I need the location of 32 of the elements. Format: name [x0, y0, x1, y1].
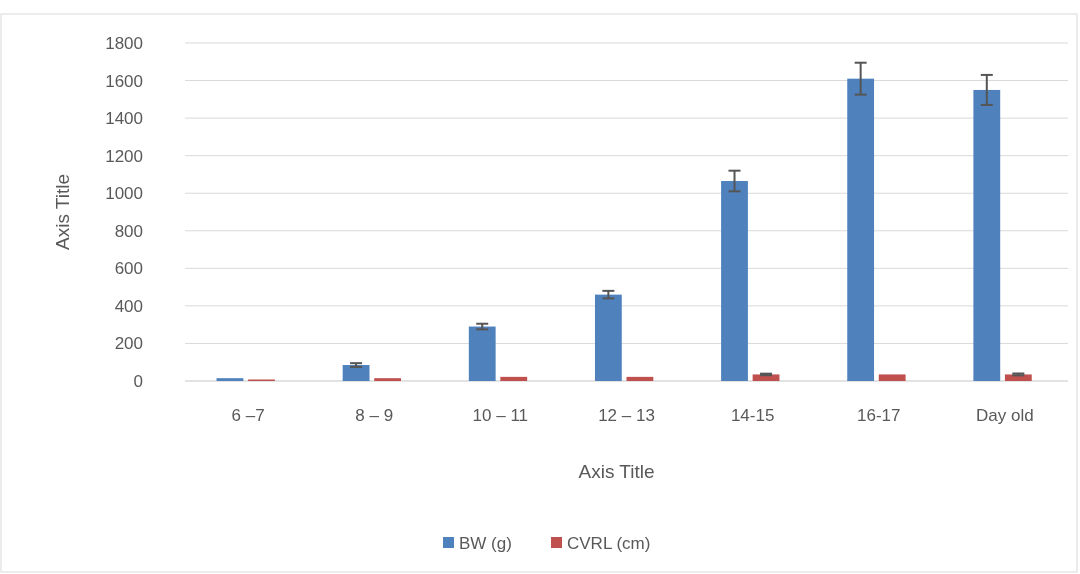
y-axis-title: Axis Title	[52, 173, 73, 251]
bar	[374, 378, 402, 381]
x-tick-label: 16-17	[857, 406, 901, 425]
y-tick-label: 0	[133, 371, 143, 391]
legend-label: CVRL (cm)	[567, 533, 651, 553]
x-axis-title: Axis Title	[578, 461, 655, 482]
y-tick-label: 200	[114, 334, 143, 354]
y-tick-label: 800	[114, 221, 143, 241]
y-tick-label: 1200	[105, 146, 143, 166]
x-tick-label: 6 –7	[231, 406, 265, 425]
x-tick-label: 12 – 13	[598, 406, 655, 425]
bar	[216, 378, 244, 381]
bar	[626, 376, 654, 381]
legend-label: BW (g)	[459, 533, 512, 553]
x-tick-label: Day old	[976, 406, 1034, 425]
y-tick-label: 400	[114, 296, 143, 316]
bar	[594, 294, 622, 381]
bar	[342, 365, 370, 381]
y-tick-label: 600	[114, 259, 143, 279]
bar	[878, 374, 906, 381]
y-tick-label: 1800	[105, 33, 143, 53]
bar	[847, 78, 875, 381]
x-tick-label: 10 – 11	[472, 406, 529, 425]
bar	[500, 376, 528, 381]
x-tick-label: 8 – 9	[355, 406, 394, 425]
bar	[973, 89, 1001, 381]
y-tick-label: 1600	[105, 71, 143, 91]
bar	[468, 326, 496, 381]
x-tick-label: 14-15	[730, 406, 775, 425]
y-tick-label: 1000	[105, 184, 143, 204]
bar	[721, 181, 748, 381]
y-tick-label: 1400	[105, 109, 143, 129]
